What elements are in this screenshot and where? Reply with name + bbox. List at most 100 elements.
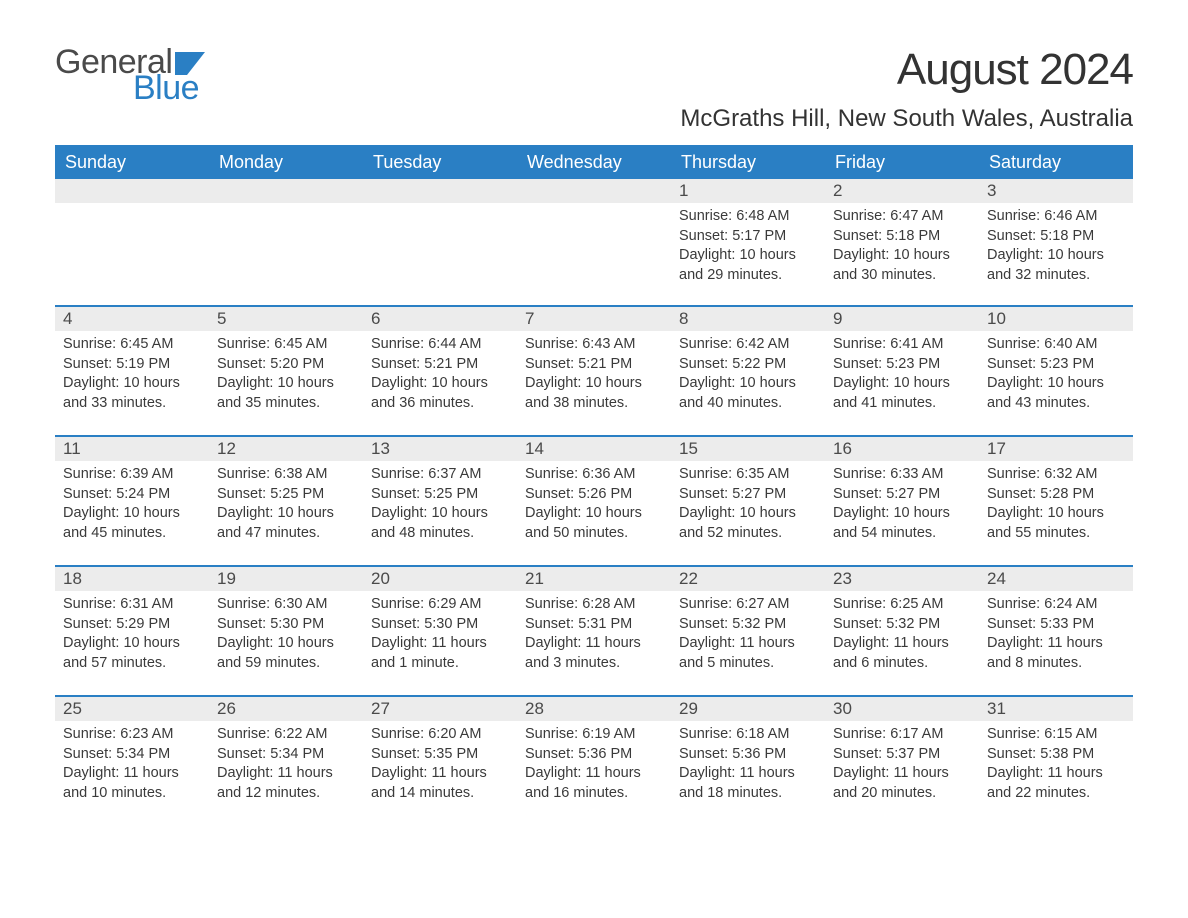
day-number: 6 (363, 305, 517, 331)
sunrise-text: Sunrise: 6:37 AM (371, 465, 509, 485)
daylight-line2: and 30 minutes. (833, 266, 971, 286)
sunset-text: Sunset: 5:24 PM (63, 485, 201, 505)
weekday-header-row: Sunday Monday Tuesday Wednesday Thursday… (55, 145, 1133, 179)
sunrise-text: Sunrise: 6:15 AM (987, 725, 1125, 745)
day-details: Sunrise: 6:18 AMSunset: 5:36 PMDaylight:… (671, 721, 825, 809)
day-number: 5 (209, 305, 363, 331)
weekday-header: Monday (209, 145, 363, 179)
calendar-day-cell: 21Sunrise: 6:28 AMSunset: 5:31 PMDayligh… (517, 565, 671, 695)
day-details: Sunrise: 6:31 AMSunset: 5:29 PMDaylight:… (55, 591, 209, 679)
day-details: Sunrise: 6:35 AMSunset: 5:27 PMDaylight:… (671, 461, 825, 549)
day-number: 12 (209, 435, 363, 461)
daylight-line1: Daylight: 10 hours (833, 246, 971, 266)
daylight-line2: and 29 minutes. (679, 266, 817, 286)
sunrise-text: Sunrise: 6:36 AM (525, 465, 663, 485)
daylight-line1: Daylight: 10 hours (63, 634, 201, 654)
daylight-line1: Daylight: 10 hours (987, 246, 1125, 266)
sunrise-text: Sunrise: 6:22 AM (217, 725, 355, 745)
sunrise-text: Sunrise: 6:31 AM (63, 595, 201, 615)
day-details: Sunrise: 6:47 AMSunset: 5:18 PMDaylight:… (825, 203, 979, 291)
sunrise-text: Sunrise: 6:41 AM (833, 335, 971, 355)
day-number: 15 (671, 435, 825, 461)
calendar-day-cell: 12Sunrise: 6:38 AMSunset: 5:25 PMDayligh… (209, 435, 363, 565)
daylight-line2: and 5 minutes. (679, 654, 817, 674)
daylight-line2: and 43 minutes. (987, 394, 1125, 414)
calendar-day-cell: 11 Sunrise: 6:39 AMSunset: 5:24 PMDayligh… (55, 435, 209, 565)
calendar-day-cell: 26Sunrise: 6:22 AMSunset: 5:34 PMDayligh… (209, 695, 363, 825)
sunset-text: Sunset: 5:23 PM (833, 355, 971, 375)
day-details: Sunrise: 6:42 AMSunset: 5:22 PMDaylight:… (671, 331, 825, 419)
weekday-header: Sunday (55, 145, 209, 179)
sunset-text: Sunset: 5:21 PM (525, 355, 663, 375)
daylight-line2: and 50 minutes. (525, 524, 663, 544)
daylight-line2: and 33 minutes. (63, 394, 201, 414)
day-number: 20 (363, 565, 517, 591)
sunset-text: Sunset: 5:18 PM (833, 227, 971, 247)
day-number: 28 (517, 695, 671, 721)
day-details: Sunrise: 6:43 AMSunset: 5:21 PMDaylight:… (517, 331, 671, 419)
daylight-line1: Daylight: 11 hours (679, 764, 817, 784)
calendar-week-row: 18Sunrise: 6:31 AMSunset: 5:29 PMDayligh… (55, 565, 1133, 695)
sunset-text: Sunset: 5:31 PM (525, 615, 663, 635)
day-details: Sunrise: 6:32 AMSunset: 5:28 PMDaylight:… (979, 461, 1133, 549)
daylight-line1: Daylight: 11 hours (679, 634, 817, 654)
daylight-line1: Daylight: 11 hours (217, 764, 355, 784)
calendar-day-cell: 25Sunrise: 6:23 AMSunset: 5:34 PMDayligh… (55, 695, 209, 825)
daylight-line1: Daylight: 10 hours (63, 374, 201, 394)
daylight-line2: and 59 minutes. (217, 654, 355, 674)
daylight-line1: Daylight: 10 hours (217, 504, 355, 524)
calendar-day-cell: 9Sunrise: 6:41 AMSunset: 5:23 PMDaylight… (825, 305, 979, 435)
sunrise-text: Sunrise: 6:40 AM (987, 335, 1125, 355)
sunrise-text: Sunrise: 6:32 AM (987, 465, 1125, 485)
weekday-header: Tuesday (363, 145, 517, 179)
sunset-text: Sunset: 5:22 PM (679, 355, 817, 375)
daylight-line2: and 10 minutes. (63, 784, 201, 804)
daylight-line1: Daylight: 10 hours (525, 504, 663, 524)
sunset-text: Sunset: 5:27 PM (833, 485, 971, 505)
daylight-line1: Daylight: 10 hours (525, 374, 663, 394)
daylight-line1: Daylight: 10 hours (371, 374, 509, 394)
daylight-line2: and 45 minutes. (63, 524, 201, 544)
weekday-header: Thursday (671, 145, 825, 179)
daylight-line2: and 20 minutes. (833, 784, 971, 804)
sunrise-text: Sunrise: 6:27 AM (679, 595, 817, 615)
daylight-line1: Daylight: 10 hours (63, 504, 201, 524)
daylight-line2: and 12 minutes. (217, 784, 355, 804)
sunset-text: Sunset: 5:36 PM (679, 745, 817, 765)
sunrise-text: Sunrise: 6:39 AM (63, 465, 201, 485)
sunset-text: Sunset: 5:32 PM (679, 615, 817, 635)
day-details: Sunrise: 6:46 AMSunset: 5:18 PMDaylight:… (979, 203, 1133, 291)
day-details: Sunrise: 6:25 AMSunset: 5:32 PMDaylight:… (825, 591, 979, 679)
title-block: August 2024 McGraths Hill, New South Wal… (680, 45, 1133, 133)
day-number: 26 (209, 695, 363, 721)
day-number: 11 (55, 435, 209, 461)
calendar-day-cell: 5Sunrise: 6:45 AMSunset: 5:20 PMDaylight… (209, 305, 363, 435)
empty-day-bar (209, 179, 363, 203)
day-details: Sunrise: 6:23 AMSunset: 5:34 PMDaylight:… (55, 721, 209, 809)
day-number: 16 (825, 435, 979, 461)
sunset-text: Sunset: 5:26 PM (525, 485, 663, 505)
sunrise-text: Sunrise: 6:18 AM (679, 725, 817, 745)
empty-day-bar (517, 179, 671, 203)
sunrise-text: Sunrise: 6:43 AM (525, 335, 663, 355)
sunrise-text: Sunrise: 6:38 AM (217, 465, 355, 485)
day-number: 21 (517, 565, 671, 591)
daylight-line1: Daylight: 10 hours (679, 504, 817, 524)
sunrise-text: Sunrise: 6:23 AM (63, 725, 201, 745)
sunrise-text: Sunrise: 6:20 AM (371, 725, 509, 745)
month-title: August 2024 (680, 45, 1133, 95)
daylight-line1: Daylight: 10 hours (679, 246, 817, 266)
day-details: Sunrise: 6:38 AMSunset: 5:25 PMDaylight:… (209, 461, 363, 549)
daylight-line1: Daylight: 10 hours (987, 504, 1125, 524)
calendar-day-cell: 1Sunrise: 6:48 AMSunset: 5:17 PMDaylight… (671, 179, 825, 305)
daylight-line1: Daylight: 10 hours (217, 374, 355, 394)
daylight-line2: and 8 minutes. (987, 654, 1125, 674)
sunrise-text: Sunrise: 6:47 AM (833, 207, 971, 227)
sunrise-text: Sunrise: 6:30 AM (217, 595, 355, 615)
daylight-line1: Daylight: 11 hours (371, 764, 509, 784)
calendar-day-cell: 6Sunrise: 6:44 AMSunset: 5:21 PMDaylight… (363, 305, 517, 435)
daylight-line1: Daylight: 11 hours (833, 634, 971, 654)
daylight-line2: and 52 minutes. (679, 524, 817, 544)
sunset-text: Sunset: 5:25 PM (217, 485, 355, 505)
sunset-text: Sunset: 5:35 PM (371, 745, 509, 765)
